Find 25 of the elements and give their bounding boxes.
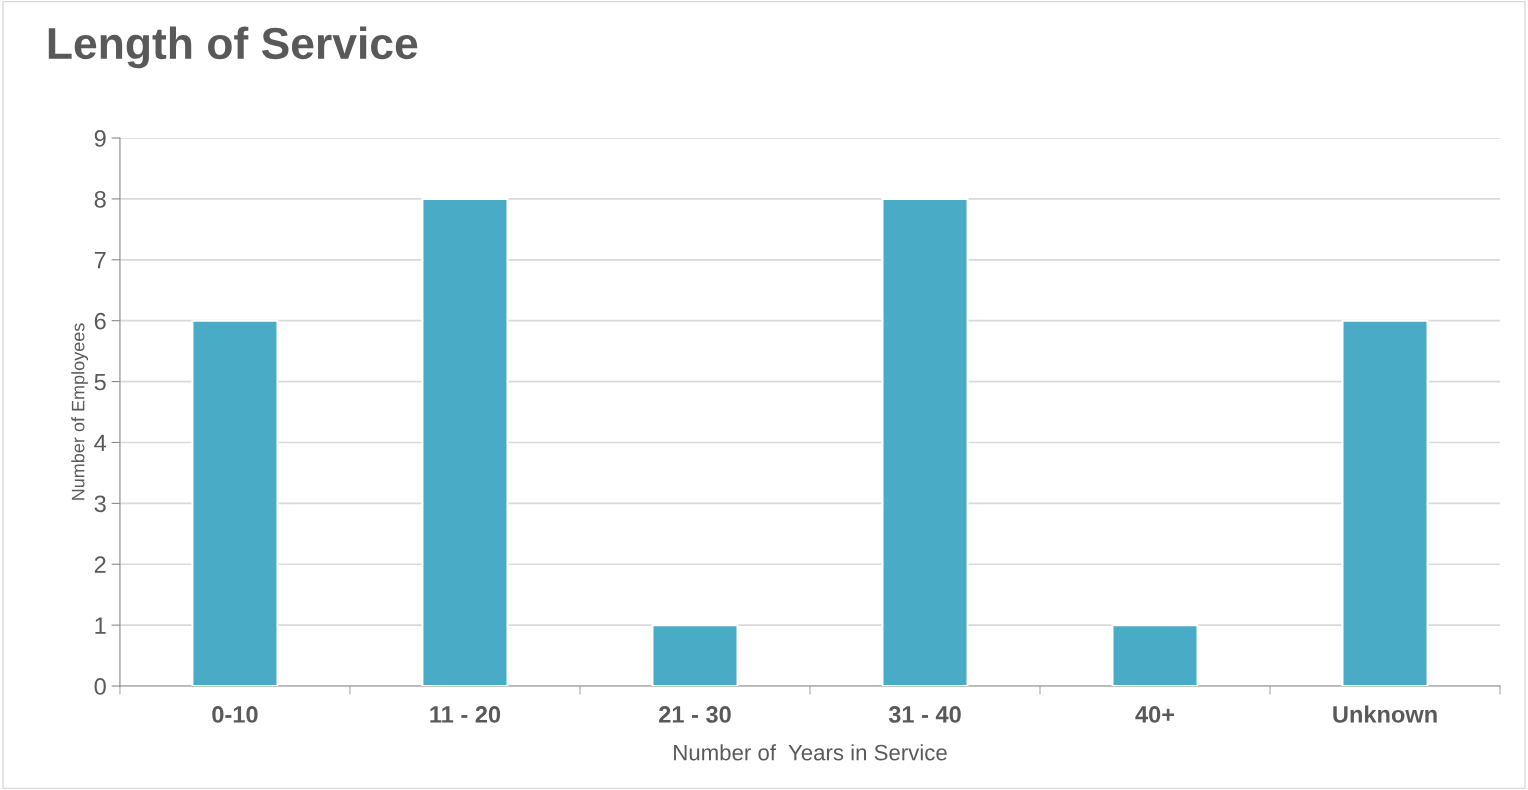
x-tick-label: 0-10 — [212, 706, 258, 723]
x-tick-label: 11 - 20 — [430, 706, 501, 723]
bar — [651, 624, 739, 687]
y-tick-label: 4 — [94, 434, 107, 452]
bar — [421, 197, 509, 687]
x-tick-label: 21 - 30 — [659, 706, 731, 723]
x-tick-label: 31 - 40 — [888, 706, 961, 723]
x-tick-label: Unknown — [1333, 705, 1437, 723]
bar — [1341, 319, 1429, 687]
y-tick-label: 1 — [95, 617, 106, 634]
y-axis-title: Number of Employees — [71, 323, 89, 500]
bar — [191, 319, 279, 687]
x-tick-label: 40+ — [1135, 706, 1175, 723]
chart-title: Length of Service — [48, 26, 418, 69]
y-tick-label: 9 — [94, 130, 106, 147]
y-tick-label: 0 — [94, 678, 106, 695]
y-tick-label: 6 — [94, 312, 106, 330]
x-axis-title: Number of Years in Service — [674, 744, 947, 761]
y-tick-label: 3 — [94, 495, 106, 513]
y-tick-label: 2 — [94, 556, 106, 573]
y-tick-label: 5 — [94, 373, 106, 391]
bar — [1111, 624, 1199, 687]
bar — [881, 197, 969, 687]
y-tick-label: 7 — [94, 252, 106, 269]
y-tick-label: 8 — [94, 190, 106, 208]
